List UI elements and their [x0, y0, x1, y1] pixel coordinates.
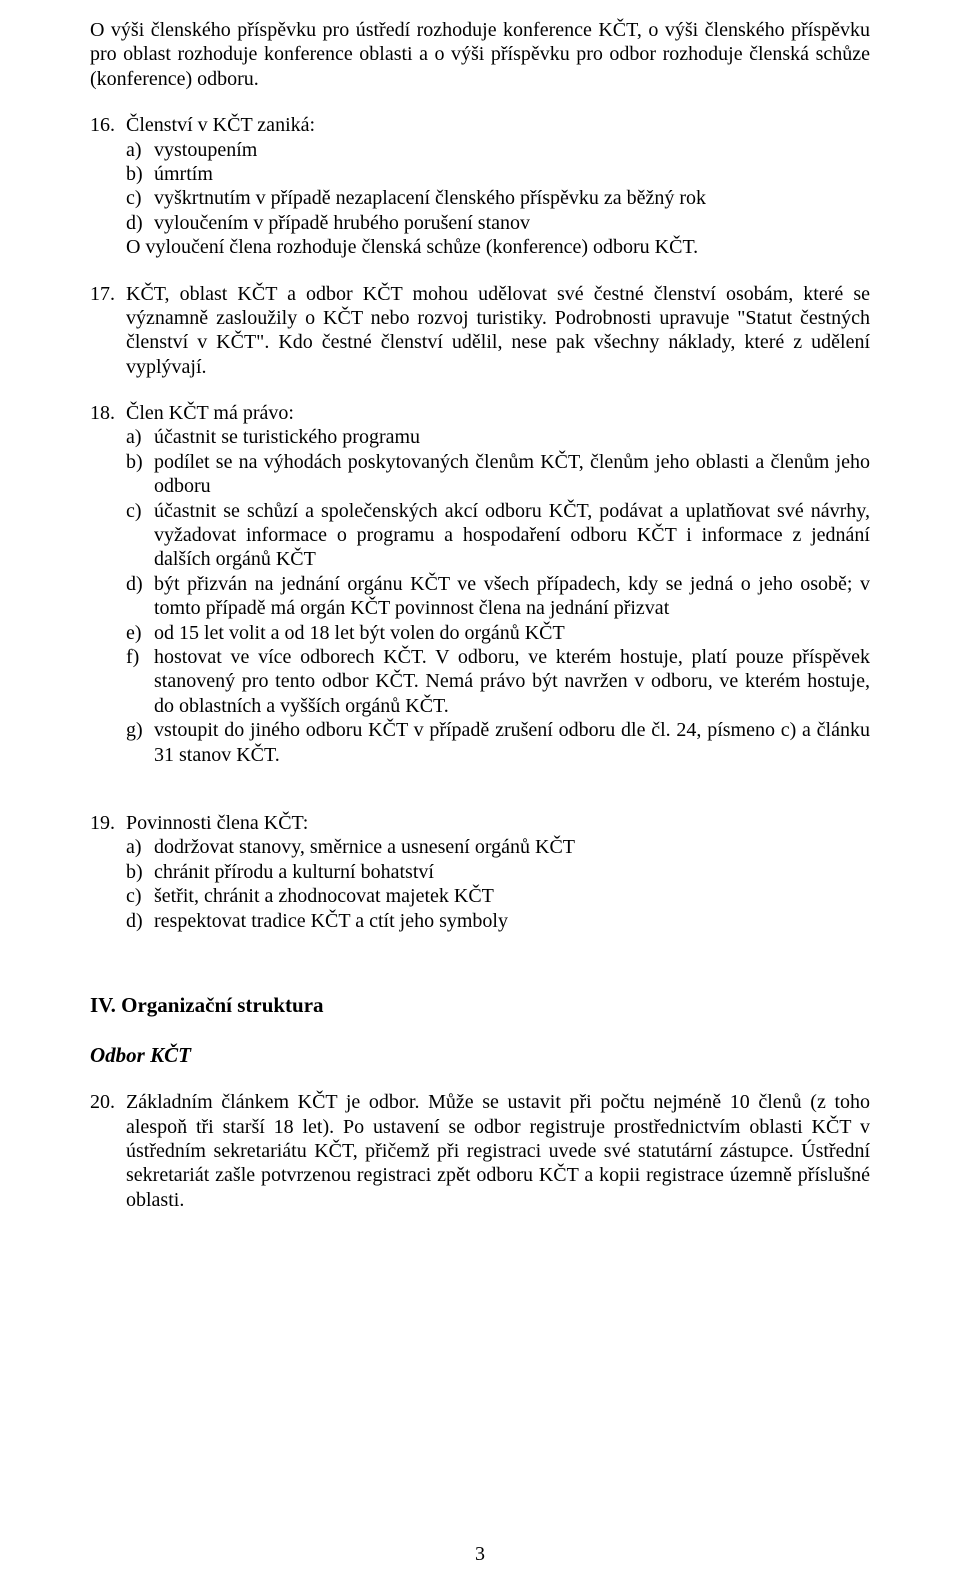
- page-number: 3: [0, 1542, 960, 1566]
- item-text: chránit přírodu a kulturní bohatství: [154, 860, 870, 884]
- list-item: a)vystoupením: [126, 138, 870, 162]
- article-body: Členství v KČT zaniká: a)vystoupením b)ú…: [126, 113, 870, 259]
- item-letter: b): [126, 860, 154, 884]
- list-item: d)být přizván na jednání orgánu KČT ve v…: [126, 572, 870, 621]
- item-letter: b): [126, 450, 154, 499]
- article-body: Povinnosti člena KČT: a)dodržovat stanov…: [126, 811, 870, 933]
- item-text: respektovat tradice KČT a ctít jeho symb…: [154, 909, 870, 933]
- list-item: f)hostovat ve více odborech KČT. V odbor…: [126, 645, 870, 718]
- item-text: vyloučením v případě hrubého porušení st…: [154, 211, 870, 235]
- item-letter: g): [126, 718, 154, 767]
- item-text: vyškrtnutím v případě nezaplacení člensk…: [154, 186, 870, 210]
- item-letter: a): [126, 835, 154, 859]
- article-18: 18. Člen KČT má právo: a)účastnit se tur…: [90, 401, 870, 767]
- item-text: účastnit se schůzí a společenských akcí …: [154, 499, 870, 572]
- article-19: 19. Povinnosti člena KČT: a)dodržovat st…: [90, 811, 870, 933]
- item-letter: a): [126, 425, 154, 449]
- item-text: úmrtím: [154, 162, 870, 186]
- item-text: šetřit, chránit a zhodnocovat majetek KČ…: [154, 884, 870, 908]
- article-number: 19.: [90, 811, 126, 933]
- list-item: e)od 15 let volit a od 18 let být volen …: [126, 621, 870, 645]
- document-page: O výši členského příspěvku pro ústředí r…: [0, 0, 960, 1594]
- article-body: KČT, oblast KČT a odbor KČT mohou udělov…: [126, 282, 870, 380]
- article-17: 17. KČT, oblast KČT a odbor KČT mohou ud…: [90, 282, 870, 380]
- list-item: b)chránit přírodu a kulturní bohatství: [126, 860, 870, 884]
- list-item: g)vstoupit do jiného odboru KČT v případ…: [126, 718, 870, 767]
- item-letter: f): [126, 645, 154, 718]
- item-letter: c): [126, 186, 154, 210]
- article-lead: Člen KČT má právo:: [126, 401, 870, 425]
- article-number: 18.: [90, 401, 126, 767]
- article-text: KČT, oblast KČT a odbor KČT mohou udělov…: [126, 282, 870, 380]
- article-body: Základním článkem KČT je odbor. Může se …: [126, 1090, 870, 1212]
- article-after: O vyloučení člena rozhoduje členská schů…: [126, 235, 870, 259]
- item-text: podílet se na výhodách poskytovaných čle…: [154, 450, 870, 499]
- article-lead: Povinnosti člena KČT:: [126, 811, 870, 835]
- item-letter: d): [126, 211, 154, 235]
- article-body: Člen KČT má právo: a)účastnit se turisti…: [126, 401, 870, 767]
- article-number: 16.: [90, 113, 126, 259]
- list-item: a)dodržovat stanovy, směrnice a usnesení…: [126, 835, 870, 859]
- intro-paragraph: O výši členského příspěvku pro ústředí r…: [90, 18, 870, 91]
- article-number: 17.: [90, 282, 126, 380]
- item-letter: d): [126, 572, 154, 621]
- item-letter: c): [126, 499, 154, 572]
- list-item: b)podílet se na výhodách poskytovaných č…: [126, 450, 870, 499]
- item-letter: c): [126, 884, 154, 908]
- item-text: dodržovat stanovy, směrnice a usnesení o…: [154, 835, 870, 859]
- item-letter: d): [126, 909, 154, 933]
- list-item: d)respektovat tradice KČT a ctít jeho sy…: [126, 909, 870, 933]
- item-text: vstoupit do jiného odboru KČT v případě …: [154, 718, 870, 767]
- article-16: 16. Členství v KČT zaniká: a)vystoupením…: [90, 113, 870, 259]
- list-item: b)úmrtím: [126, 162, 870, 186]
- article-20: 20. Základním článkem KČT je odbor. Může…: [90, 1090, 870, 1212]
- item-text: hostovat ve více odborech KČT. V odboru,…: [154, 645, 870, 718]
- item-text: od 15 let volit a od 18 let být volen do…: [154, 621, 870, 645]
- list-item: c)vyškrtnutím v případě nezaplacení člen…: [126, 186, 870, 210]
- item-letter: b): [126, 162, 154, 186]
- article-text: Základním článkem KČT je odbor. Může se …: [126, 1090, 870, 1212]
- subsection-heading: Odbor KČT: [90, 1043, 870, 1069]
- item-letter: e): [126, 621, 154, 645]
- list-item: c)šetřit, chránit a zhodnocovat majetek …: [126, 884, 870, 908]
- list-item: d)vyloučením v případě hrubého porušení …: [126, 211, 870, 235]
- list-item: a)účastnit se turistického programu: [126, 425, 870, 449]
- article-lead: Členství v KČT zaniká:: [126, 113, 870, 137]
- article-number: 20.: [90, 1090, 126, 1212]
- item-text: vystoupením: [154, 138, 870, 162]
- section-heading: IV. Organizační struktura: [90, 993, 870, 1019]
- item-text: být přizván na jednání orgánu KČT ve vše…: [154, 572, 870, 621]
- list-item: c)účastnit se schůzí a společenských akc…: [126, 499, 870, 572]
- item-text: účastnit se turistického programu: [154, 425, 870, 449]
- item-letter: a): [126, 138, 154, 162]
